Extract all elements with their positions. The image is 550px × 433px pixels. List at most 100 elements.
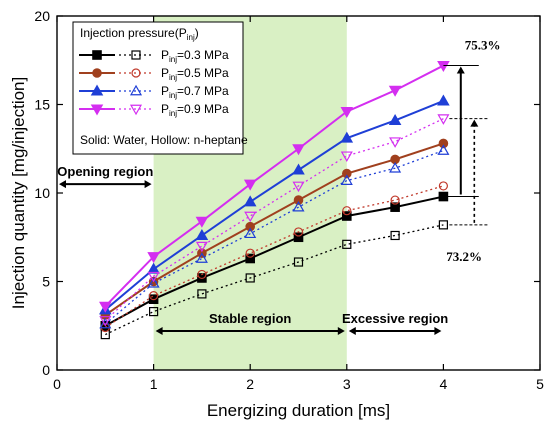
legend-marker-square bbox=[131, 50, 141, 60]
data-point bbox=[99, 317, 112, 329]
x-tick-label: 5 bbox=[536, 376, 544, 392]
stable-region-label: Stable region bbox=[209, 311, 291, 326]
data-point bbox=[437, 114, 450, 125]
data-point bbox=[100, 330, 110, 340]
data-point bbox=[245, 248, 255, 258]
legend-label: Pinj=0.5 MPa bbox=[161, 66, 229, 82]
data-point bbox=[147, 262, 160, 274]
series-n-heptane-3 bbox=[100, 181, 448, 333]
series-water-6 bbox=[99, 61, 450, 313]
data-point bbox=[341, 168, 352, 179]
data-point bbox=[437, 61, 450, 73]
data-point bbox=[244, 227, 257, 239]
data-point bbox=[243, 195, 257, 207]
data-point bbox=[292, 144, 305, 156]
data-point bbox=[293, 227, 304, 237]
increase-arrow-head bbox=[470, 119, 479, 127]
series-n-heptane-1 bbox=[100, 220, 448, 340]
data-point bbox=[195, 216, 209, 228]
axes-layer: 0 1 2 3 4 5 0 5 10 15 20 bbox=[34, 8, 544, 392]
excessive-region-annotation: Excessive region bbox=[342, 311, 448, 336]
heptane-increase-annotation: 73.2% bbox=[446, 118, 489, 264]
data-point bbox=[147, 271, 160, 283]
series-line bbox=[104, 195, 444, 327]
data-point bbox=[437, 144, 450, 155]
legend-label: Pinj=0.9 MPa bbox=[161, 102, 229, 118]
data-point bbox=[245, 253, 255, 264]
water-increase-annotation: 75.3% bbox=[443, 38, 501, 198]
data-point bbox=[149, 291, 159, 301]
region-arrow-head bbox=[59, 180, 66, 189]
data-point bbox=[340, 174, 353, 185]
legend-entry: Pinj=0.9 MPa bbox=[79, 102, 229, 118]
data-point bbox=[99, 316, 112, 327]
y-tick-label: 15 bbox=[34, 97, 50, 113]
y-tick-label: 5 bbox=[42, 274, 50, 290]
legend-marker-circle bbox=[92, 68, 102, 78]
opening-region-annotation: Opening region bbox=[57, 164, 153, 189]
data-point bbox=[342, 239, 352, 249]
data-point bbox=[342, 211, 352, 221]
data-point bbox=[243, 179, 257, 191]
legend-marker-triangle-down bbox=[129, 104, 143, 116]
data-point bbox=[195, 229, 209, 241]
region-arrow-head bbox=[434, 327, 442, 336]
region-arrow-head bbox=[337, 327, 345, 336]
data-point bbox=[388, 85, 402, 97]
legend-label: Pinj=0.3 MPa bbox=[161, 48, 229, 64]
data-point bbox=[147, 277, 160, 288]
data-point bbox=[147, 252, 160, 264]
data-point bbox=[99, 301, 112, 313]
legend-marker-circle bbox=[131, 68, 141, 78]
legend: Injection pressure(Pinj) Pinj=0.3 MPa Pinj… bbox=[72, 21, 248, 155]
data-point bbox=[388, 113, 402, 125]
x-tick-label: 3 bbox=[343, 376, 351, 392]
x-axis-title: Energizing duration [ms] bbox=[207, 401, 390, 420]
legend-entry: Pinj=0.3 MPa bbox=[79, 48, 229, 64]
data-point bbox=[292, 181, 305, 193]
data-point bbox=[390, 202, 400, 212]
series-line bbox=[104, 64, 444, 307]
x-tick-label: 4 bbox=[440, 376, 448, 392]
stable-region-annotation: Stable region bbox=[155, 311, 345, 336]
series-line bbox=[104, 100, 444, 311]
x-tick-label: 0 bbox=[53, 376, 61, 392]
x-tick-label: 1 bbox=[150, 376, 158, 392]
increase-arrow-head bbox=[456, 66, 465, 74]
data-point bbox=[438, 220, 448, 230]
data-point bbox=[342, 206, 352, 216]
legend-title: Injection pressure(Pinj) bbox=[80, 26, 199, 42]
data-point bbox=[340, 151, 353, 163]
series-water-4 bbox=[99, 94, 450, 315]
data-point bbox=[292, 163, 305, 175]
data-point bbox=[197, 269, 207, 280]
data-point bbox=[293, 257, 304, 267]
data-point bbox=[438, 138, 449, 149]
legend-entry: Pinj=0.7 MPa bbox=[79, 84, 229, 100]
region-arrow-head bbox=[348, 327, 356, 336]
data-point bbox=[293, 232, 304, 243]
data-point bbox=[149, 306, 159, 317]
excessive-region-label: Excessive region bbox=[342, 311, 448, 326]
series-line bbox=[104, 118, 444, 321]
y-axis-title: Injection quantity [mg/injection] bbox=[9, 77, 28, 309]
data-point bbox=[292, 200, 305, 212]
data-point bbox=[340, 107, 354, 119]
legend-marker-triangle-down bbox=[90, 104, 104, 116]
y-tick-label: 0 bbox=[42, 362, 50, 378]
data-point bbox=[389, 162, 402, 173]
series-line bbox=[105, 224, 444, 336]
data-point bbox=[340, 131, 354, 143]
data-point bbox=[390, 230, 400, 241]
y-tick-label: 10 bbox=[34, 185, 50, 201]
legend-marker-square bbox=[92, 50, 102, 60]
legend-note: Solid: Water, Hollow: n-heptane bbox=[80, 133, 248, 147]
series-water-2 bbox=[100, 138, 449, 320]
x-tick-label: 2 bbox=[246, 376, 254, 392]
opening-region-label: Opening region bbox=[57, 164, 153, 179]
data-point bbox=[438, 181, 448, 191]
legend-box bbox=[72, 21, 244, 155]
region-arrow-head bbox=[144, 180, 152, 189]
data-point bbox=[389, 137, 402, 148]
